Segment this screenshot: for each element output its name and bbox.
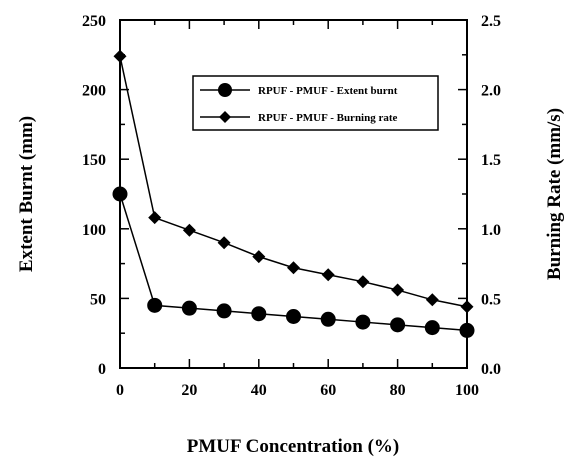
point-burning-rate (148, 211, 162, 225)
y-right-tick-label: 0.5 (481, 291, 501, 308)
point-extent-burnt (147, 297, 163, 313)
point-burning-rate (252, 250, 266, 264)
legend-label-rate: RPUF - PMUF - Burning rate (258, 112, 398, 124)
y-right-tick-label: 0.0 (481, 361, 501, 378)
x-tick-label: 40 (251, 382, 267, 399)
y-right-tick-label: 2.5 (481, 13, 501, 30)
point-extent-burnt (112, 186, 128, 202)
x-ticks: 0 20 40 60 80 100 (116, 20, 479, 399)
x-tick-label: 20 (181, 382, 197, 399)
y-axis-title-left: Extent Burnt (mm) (16, 116, 37, 272)
point-extent-burnt (459, 322, 475, 338)
legend-marker-diamond (219, 111, 231, 123)
y-left-tick-label: 0 (98, 361, 106, 378)
y-right-tick-label: 1.0 (481, 222, 501, 239)
point-burning-rate (425, 293, 439, 307)
series-layer (112, 49, 475, 338)
point-extent-burnt (355, 314, 371, 330)
legend: RPUF - PMUF - Extent burnt RPUF - PMUF -… (192, 75, 439, 131)
x-axis-title: PMUF Concentration (%) (187, 436, 399, 457)
y-left-tick-label: 200 (82, 83, 106, 100)
y-left-tick-label: 100 (82, 222, 106, 239)
point-burning-rate (182, 223, 196, 237)
point-extent-burnt (286, 308, 301, 324)
x-tick-label: 0 (116, 382, 124, 399)
y-left-tick-label: 150 (82, 152, 106, 169)
point-burning-rate (287, 261, 300, 275)
x-tick-label: 100 (455, 382, 479, 399)
point-extent-burnt (251, 306, 267, 322)
point-extent-burnt (320, 311, 336, 327)
y-left-tick-label: 250 (82, 13, 106, 30)
point-burning-rate (321, 268, 335, 282)
point-burning-rate (460, 300, 474, 314)
point-extent-burnt (390, 317, 406, 333)
legend-box (192, 75, 439, 131)
point-burning-rate (113, 49, 127, 63)
y-right-tick-label: 1.5 (481, 152, 501, 169)
x-tick-label: 60 (320, 382, 336, 399)
point-burning-rate (391, 283, 405, 297)
point-burning-rate (356, 275, 370, 289)
point-extent-burnt (424, 320, 440, 336)
y-left-tick-label: 50 (90, 291, 106, 308)
y-right-tick-label: 2.0 (481, 83, 501, 100)
x-tick-label: 80 (390, 382, 406, 399)
y-right-ticks: 0.0 0.5 1.0 1.5 2.0 2.5 (458, 13, 501, 378)
point-burning-rate (217, 236, 231, 250)
y-axis-title-right: Burning Rate (mm/s) (544, 108, 565, 280)
point-extent-burnt (181, 300, 197, 316)
point-extent-burnt (216, 303, 232, 319)
legend-marker-circle (218, 83, 232, 97)
legend-label-extent: RPUF - PMUF - Extent burnt (258, 85, 398, 97)
